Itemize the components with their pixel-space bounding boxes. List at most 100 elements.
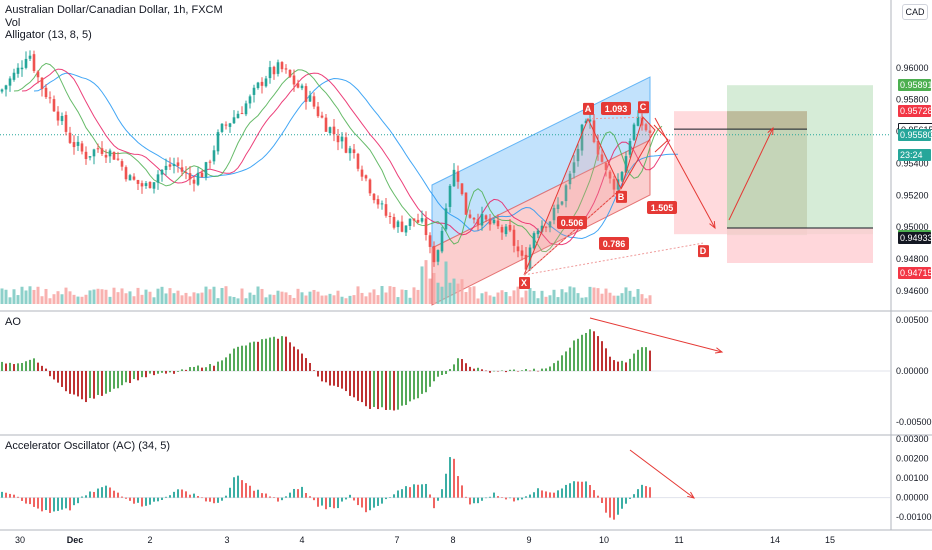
candle-body bbox=[324, 117, 328, 132]
ao-bar bbox=[289, 342, 291, 371]
ao-bar bbox=[457, 358, 459, 371]
volume-bar bbox=[568, 286, 572, 304]
ao-bar bbox=[153, 370, 155, 376]
ac-bar bbox=[589, 485, 591, 498]
ao-bar bbox=[373, 370, 375, 407]
ao-divergence-arrow bbox=[589, 317, 723, 353]
candle-body bbox=[28, 55, 32, 59]
candle-body bbox=[4, 85, 8, 90]
pattern-point-label: A bbox=[585, 104, 592, 114]
candle-body bbox=[536, 230, 540, 235]
volume-bar bbox=[252, 294, 256, 304]
volume-bar bbox=[644, 298, 648, 304]
ac-bar bbox=[233, 477, 235, 498]
ac-pane[interactable] bbox=[0, 449, 890, 520]
ao-legend[interactable]: AO bbox=[5, 316, 21, 328]
alligator-legend[interactable]: Alligator (13, 8, 5) bbox=[5, 29, 92, 41]
ao-bar bbox=[5, 363, 7, 371]
candle-body bbox=[272, 66, 276, 75]
ac-bar bbox=[533, 492, 535, 498]
ac-bar bbox=[69, 497, 71, 511]
symbol-legend[interactable]: Australian Dollar/Canadian Dollar, 1h, F… bbox=[5, 4, 223, 16]
ao-bar bbox=[525, 369, 527, 371]
ac-bar bbox=[85, 495, 87, 498]
ac-bar bbox=[337, 497, 339, 509]
ac-bar bbox=[381, 497, 383, 504]
candle-body bbox=[388, 215, 392, 218]
ao-bar bbox=[429, 370, 431, 387]
ac-bar bbox=[397, 490, 399, 498]
volume-legend[interactable]: Vol bbox=[5, 17, 21, 29]
ac-bar bbox=[89, 491, 91, 498]
ac-bar bbox=[497, 496, 499, 498]
ao-bar bbox=[305, 358, 307, 371]
ac-bar bbox=[309, 496, 311, 498]
candle-body bbox=[408, 218, 412, 227]
ao-bar bbox=[377, 370, 379, 410]
candle-body bbox=[160, 169, 164, 175]
candle-body bbox=[132, 176, 136, 180]
ac-bar bbox=[529, 494, 531, 498]
ac-bar bbox=[45, 497, 47, 511]
ratio-label: 1.505 bbox=[651, 203, 674, 213]
volume-bar bbox=[116, 292, 120, 304]
candle-body bbox=[648, 130, 652, 134]
candle-body bbox=[144, 183, 148, 186]
ao-bar bbox=[581, 334, 583, 371]
ao-bar bbox=[225, 357, 227, 371]
ao-bar bbox=[269, 337, 271, 371]
pattern-point-d bbox=[698, 245, 709, 258]
volume-bar bbox=[540, 290, 544, 304]
volume-bar bbox=[596, 288, 600, 304]
candle-body bbox=[344, 137, 348, 153]
ao-bar bbox=[637, 349, 639, 371]
currency-badge[interactable]: CAD bbox=[902, 4, 928, 20]
price-tick-label: 0.94600 bbox=[896, 286, 929, 296]
candle-body bbox=[12, 72, 16, 80]
volume-bar bbox=[268, 294, 272, 304]
ao-bar bbox=[217, 361, 219, 371]
ac-bar bbox=[553, 492, 555, 498]
volume-bar bbox=[372, 289, 376, 304]
ao-bar bbox=[277, 338, 279, 371]
candle-body bbox=[256, 82, 260, 89]
candle-body bbox=[412, 218, 416, 221]
volume-bar bbox=[100, 289, 104, 304]
ac-bar bbox=[389, 497, 391, 498]
volume-bar bbox=[624, 287, 628, 304]
volume-bar bbox=[184, 292, 188, 304]
ac-bar bbox=[217, 497, 219, 503]
volume-bar bbox=[448, 282, 452, 304]
volume-bar bbox=[500, 290, 504, 304]
ac-bar bbox=[13, 494, 15, 498]
volume-bar bbox=[256, 286, 260, 304]
ac-bar bbox=[637, 489, 639, 498]
ao-bar bbox=[649, 350, 651, 371]
volume-bar bbox=[504, 291, 508, 304]
ac-bar bbox=[113, 490, 115, 498]
ao-pane[interactable] bbox=[0, 317, 890, 411]
ac-tick-label: -0.00100 bbox=[896, 512, 932, 522]
candle-body bbox=[24, 58, 28, 68]
volume-bar bbox=[8, 297, 12, 304]
ac-bar bbox=[105, 485, 107, 498]
ao-bar bbox=[241, 345, 243, 371]
ratio-label: 1.093 bbox=[605, 104, 628, 114]
ao-bar bbox=[89, 370, 91, 399]
price-pane[interactable]: X A B C D 1.093 0.506 1.505 0.786 bbox=[0, 50, 890, 306]
ao-tick-label: 0.00000 bbox=[896, 366, 929, 376]
volume-bar bbox=[176, 290, 180, 304]
candle-body bbox=[100, 148, 104, 154]
ao-bar bbox=[257, 341, 259, 371]
volume-bar bbox=[612, 295, 616, 304]
candle-body bbox=[176, 162, 180, 166]
volume-bar bbox=[84, 294, 88, 304]
ac-legend[interactable]: Accelerator Oscillator (AC) (34, 5) bbox=[5, 440, 171, 452]
candle-body bbox=[224, 124, 228, 126]
candle-body bbox=[528, 247, 532, 270]
ac-bar bbox=[225, 495, 227, 498]
volume-bar bbox=[4, 289, 8, 304]
position-overlap-zone bbox=[727, 111, 807, 236]
candle-body bbox=[88, 156, 92, 158]
